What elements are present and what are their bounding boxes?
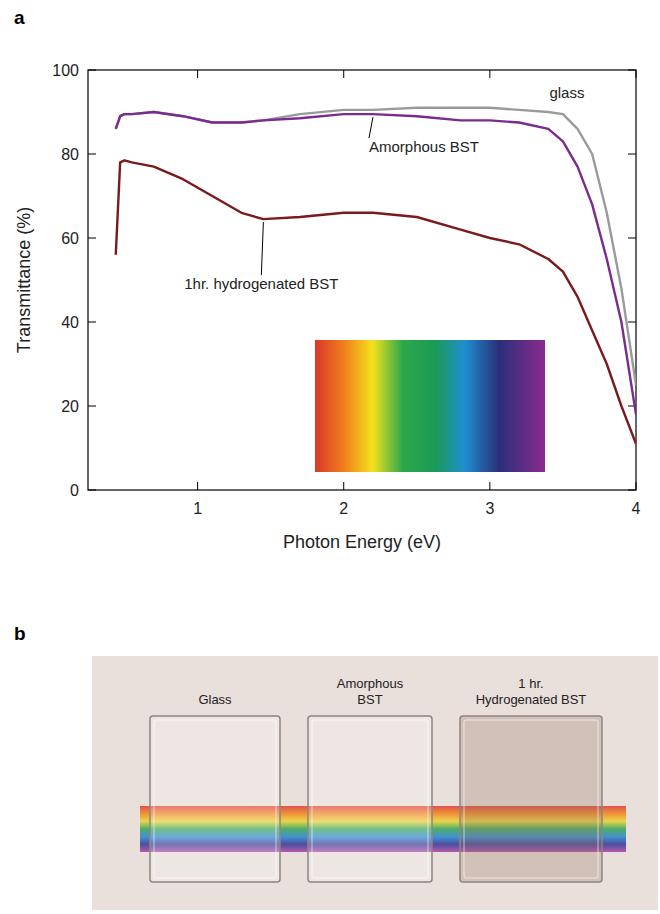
sample-slide [460,716,602,882]
label-line: 1 hr. [518,676,543,691]
x-tick [343,482,344,490]
sample-slide [150,716,280,882]
y-tick [88,154,96,155]
sample-label: 1 hr.Hydrogenated BST [476,676,587,707]
series-line [116,160,636,444]
y-tick [88,490,96,491]
y-tick [628,322,636,323]
label-line: Hydrogenated BST [476,692,587,707]
label-line: BST [357,692,382,707]
y-axis-title: Transmittance (%) [14,207,34,353]
series-label: Amorphous BST [369,138,479,155]
slide-highlight [312,720,428,878]
y-tick [88,70,96,71]
x-tick-label: 4 [632,500,641,517]
label-line: Amorphous [337,676,404,691]
series-label: glass [549,84,584,101]
y-tick-label: 0 [70,482,79,499]
plot-frame [88,70,636,490]
x-tick-label: 1 [193,500,202,517]
series-label: 1hr. hydrogenated BST [184,275,338,292]
y-tick [628,154,636,155]
panel-letter: a [14,7,25,28]
y-tick-label: 60 [61,230,79,247]
sample-label: AmorphousBST [337,676,404,707]
series-line [116,112,636,414]
y-tick-label: 100 [52,62,79,79]
x-tick [489,70,490,78]
figure: a1234020406080100Photon Energy (eV)Trans… [0,0,660,914]
y-tick [628,70,636,71]
slide-highlight [464,720,598,878]
y-tick [628,238,636,239]
series-line [116,108,636,385]
y-tick [628,490,636,491]
x-tick [636,70,637,78]
sample-slide [308,716,432,882]
x-tick [197,70,198,78]
panel-letter: b [14,623,26,644]
sample-label: Glass [198,692,232,707]
x-tick [197,482,198,490]
x-tick [636,482,637,490]
label-line: Glass [198,692,232,707]
y-tick-label: 40 [61,314,79,331]
x-tick-label: 2 [339,500,348,517]
y-tick [88,406,96,407]
x-axis-title: Photon Energy (eV) [283,532,441,552]
y-tick-label: 20 [61,398,79,415]
y-tick-label: 80 [61,146,79,163]
lines-group [116,108,636,444]
x-tick [343,70,344,78]
x-tick-label: 3 [485,500,494,517]
annotation-leader [261,222,263,275]
annotation-leader [369,117,373,138]
spectrum-inset [315,340,545,472]
y-tick [88,238,96,239]
slide-highlight [154,720,276,878]
photo-background [92,656,658,910]
y-tick [88,322,96,323]
x-tick [489,482,490,490]
